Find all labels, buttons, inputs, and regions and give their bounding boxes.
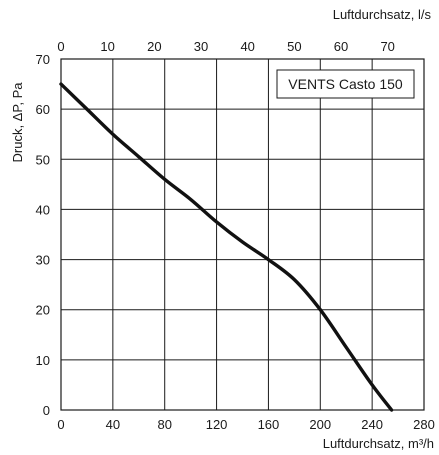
y-tick-label: 20 xyxy=(36,303,50,318)
x-tick-label-bottom: 280 xyxy=(413,417,435,432)
y-tick-label: 10 xyxy=(36,353,50,368)
grid xyxy=(60,58,425,411)
y-tick-label: 0 xyxy=(43,403,50,418)
y-axis-title: Druck, ΔP, Pa xyxy=(10,82,25,163)
plot-frame xyxy=(60,58,425,411)
y-axis-ticks: 0 10 20 30 40 50 60 70 xyxy=(36,52,50,418)
x-tick-label-top: 30 xyxy=(194,39,208,54)
y-tick-label: 40 xyxy=(36,202,50,217)
y-tick-label: 50 xyxy=(36,152,50,167)
x-tick-label-bottom: 160 xyxy=(258,417,280,432)
x-tick-label-top: 70 xyxy=(380,39,394,54)
x-tick-label-bottom: 0 xyxy=(57,417,64,432)
legend: VENTS Casto 150 xyxy=(276,69,415,99)
y-tick-label: 30 xyxy=(36,253,50,268)
legend-label: VENTS Casto 150 xyxy=(288,76,403,92)
x-axis-title-bottom: Luftdurchsatz, m³/h xyxy=(323,436,434,451)
legend-box xyxy=(276,69,415,99)
bottom-axis-ticks: 0 40 80 120 160 200 240 280 xyxy=(57,417,434,432)
performance-curve xyxy=(59,82,394,412)
x-tick-label-top: 40 xyxy=(240,39,254,54)
x-tick-label-bottom: 80 xyxy=(157,417,171,432)
x-tick-label-bottom: 120 xyxy=(206,417,228,432)
top-axis-ticks: 0 10 20 30 40 50 60 70 xyxy=(57,39,395,54)
y-tick-label: 60 xyxy=(36,102,50,117)
y-tick-label: 70 xyxy=(36,52,50,67)
x-axis-title-top: Luftdurchsatz, l/s xyxy=(333,7,432,22)
x-tick-label-top: 0 xyxy=(57,39,64,54)
x-tick-label-top: 50 xyxy=(287,39,301,54)
x-tick-label-bottom: 240 xyxy=(361,417,383,432)
x-tick-label-top: 10 xyxy=(100,39,114,54)
x-tick-label-top: 20 xyxy=(147,39,161,54)
x-tick-label-top: 60 xyxy=(334,39,348,54)
x-tick-label-bottom: 200 xyxy=(309,417,331,432)
x-tick-label-bottom: 40 xyxy=(106,417,120,432)
